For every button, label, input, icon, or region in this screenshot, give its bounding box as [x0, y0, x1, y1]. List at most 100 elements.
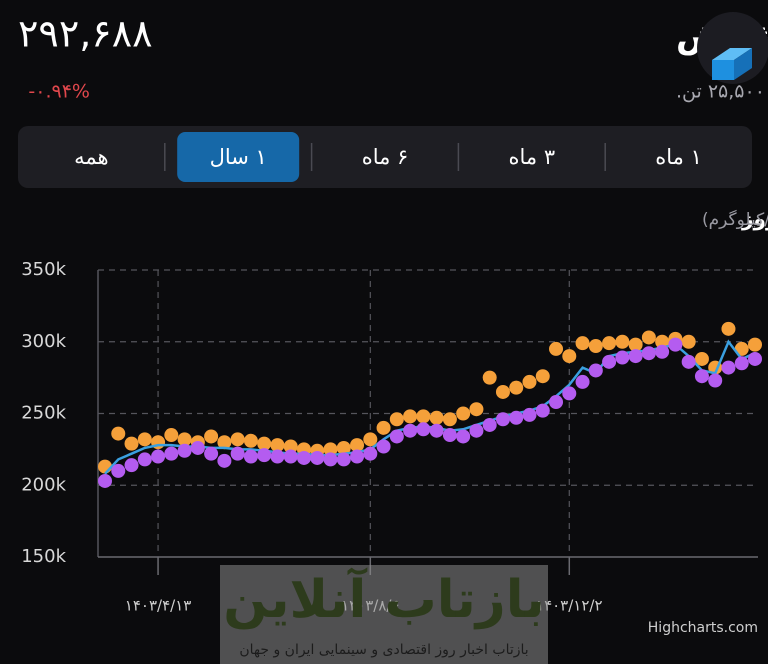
x-tick-label: ۱۴۰۳/۴/۱۳: [125, 597, 192, 615]
data-point: [416, 409, 431, 424]
change: -۰.۹۴%: [28, 81, 90, 103]
data-point: [721, 360, 736, 375]
y-tick-label: 150k: [21, 546, 66, 567]
data-point: [734, 356, 749, 371]
data-point: [615, 334, 630, 349]
data-point: [164, 446, 179, 461]
data-point: [376, 420, 391, 435]
data-point: [602, 336, 617, 351]
data-point: [310, 450, 325, 465]
data-point: [336, 440, 351, 455]
data-point: [748, 351, 762, 366]
data-point: [350, 438, 365, 453]
data-point: [442, 428, 457, 443]
data-point: [376, 439, 391, 454]
data-point: [137, 452, 152, 467]
y-tick-label: 250k: [21, 403, 66, 424]
data-point: [628, 349, 643, 364]
data-point: [495, 384, 510, 399]
data-point: [549, 341, 564, 356]
data-point: [243, 433, 258, 448]
data-point: [270, 449, 285, 464]
price: ۲۹۲,۶۸۸: [18, 12, 153, 56]
x-tick-label: ۱۴۰۳/۱۲/۲: [536, 597, 603, 615]
data-point: [535, 369, 550, 384]
data-point: [588, 363, 603, 378]
data-point: [469, 402, 484, 417]
data-point: [456, 429, 471, 444]
data-point: [628, 337, 643, 352]
tab[interactable]: ۱ سال: [210, 145, 267, 169]
data-point: [204, 446, 219, 461]
tab[interactable]: ۶ ماه: [362, 145, 409, 169]
data-point: [230, 446, 245, 461]
data-point: [124, 458, 139, 473]
data-point: [283, 449, 298, 464]
data-point: [111, 426, 126, 441]
data-point: [429, 410, 444, 425]
data-point: [389, 429, 404, 444]
data-point: [296, 450, 311, 465]
data-point: [111, 463, 126, 478]
data-point: [482, 370, 497, 385]
data-point: [323, 452, 338, 467]
data-point: [509, 410, 524, 425]
data-point: [403, 409, 418, 424]
active-tab: [177, 132, 300, 182]
data-point: [721, 321, 736, 336]
data-point: [588, 339, 603, 354]
data-point: [482, 417, 497, 432]
data-point: [403, 423, 418, 438]
data-point: [549, 395, 564, 410]
data-point: [283, 439, 298, 454]
tab[interactable]: ۳ ماه: [508, 145, 555, 169]
y-tick-label: 200k: [21, 474, 66, 495]
data-point: [257, 448, 272, 463]
data-point: [509, 380, 524, 395]
data-point: [562, 386, 577, 401]
data-point: [469, 423, 484, 438]
chart-unit: (ریال/کیلوگرم): [702, 209, 768, 230]
asset-icon: [712, 48, 752, 80]
data-point: [442, 412, 457, 427]
tab[interactable]: همه: [74, 145, 108, 169]
data-point: [522, 407, 537, 422]
series-line: [104, 339, 756, 475]
data-point: [204, 429, 219, 444]
data-point: [323, 442, 338, 457]
data-point: [243, 449, 258, 464]
data-point: [151, 449, 166, 464]
data-point: [270, 438, 285, 453]
watermark-title: بازتاب آنلاین: [223, 567, 545, 630]
watermark-box: [220, 565, 548, 664]
data-point: [708, 373, 723, 388]
chart-credit: Highcharts.com: [648, 620, 758, 636]
data-point: [694, 369, 709, 384]
data-point: [98, 473, 112, 488]
tab[interactable]: ۱ ماه: [655, 145, 702, 169]
data-point: [177, 432, 192, 447]
data-point: [655, 344, 670, 359]
data-point: [124, 436, 139, 451]
watermark-subtitle: بازتاب اخبار روز اقتصادی و سینمایی ایران…: [239, 642, 528, 658]
data-point: [137, 432, 152, 447]
data-point: [681, 354, 696, 369]
stats: عرضه: ۴۳,۸۰۰، تقاضا: ۴۱,۷۵۰ ،معامله: ۲۵,…: [676, 81, 768, 103]
data-point: [495, 412, 510, 427]
data-point: [641, 346, 656, 361]
data-point: [363, 446, 378, 461]
data-point: [456, 406, 471, 421]
data-point: [363, 432, 378, 447]
data-point: [575, 374, 590, 389]
data-point: [217, 435, 232, 450]
data-point: [190, 440, 205, 455]
data-point: [98, 459, 112, 474]
data-point: [522, 374, 537, 389]
data-point: [217, 453, 232, 468]
data-point: [336, 452, 351, 467]
data-point: [641, 330, 656, 345]
data-point: [575, 336, 590, 351]
data-point: [655, 334, 670, 349]
